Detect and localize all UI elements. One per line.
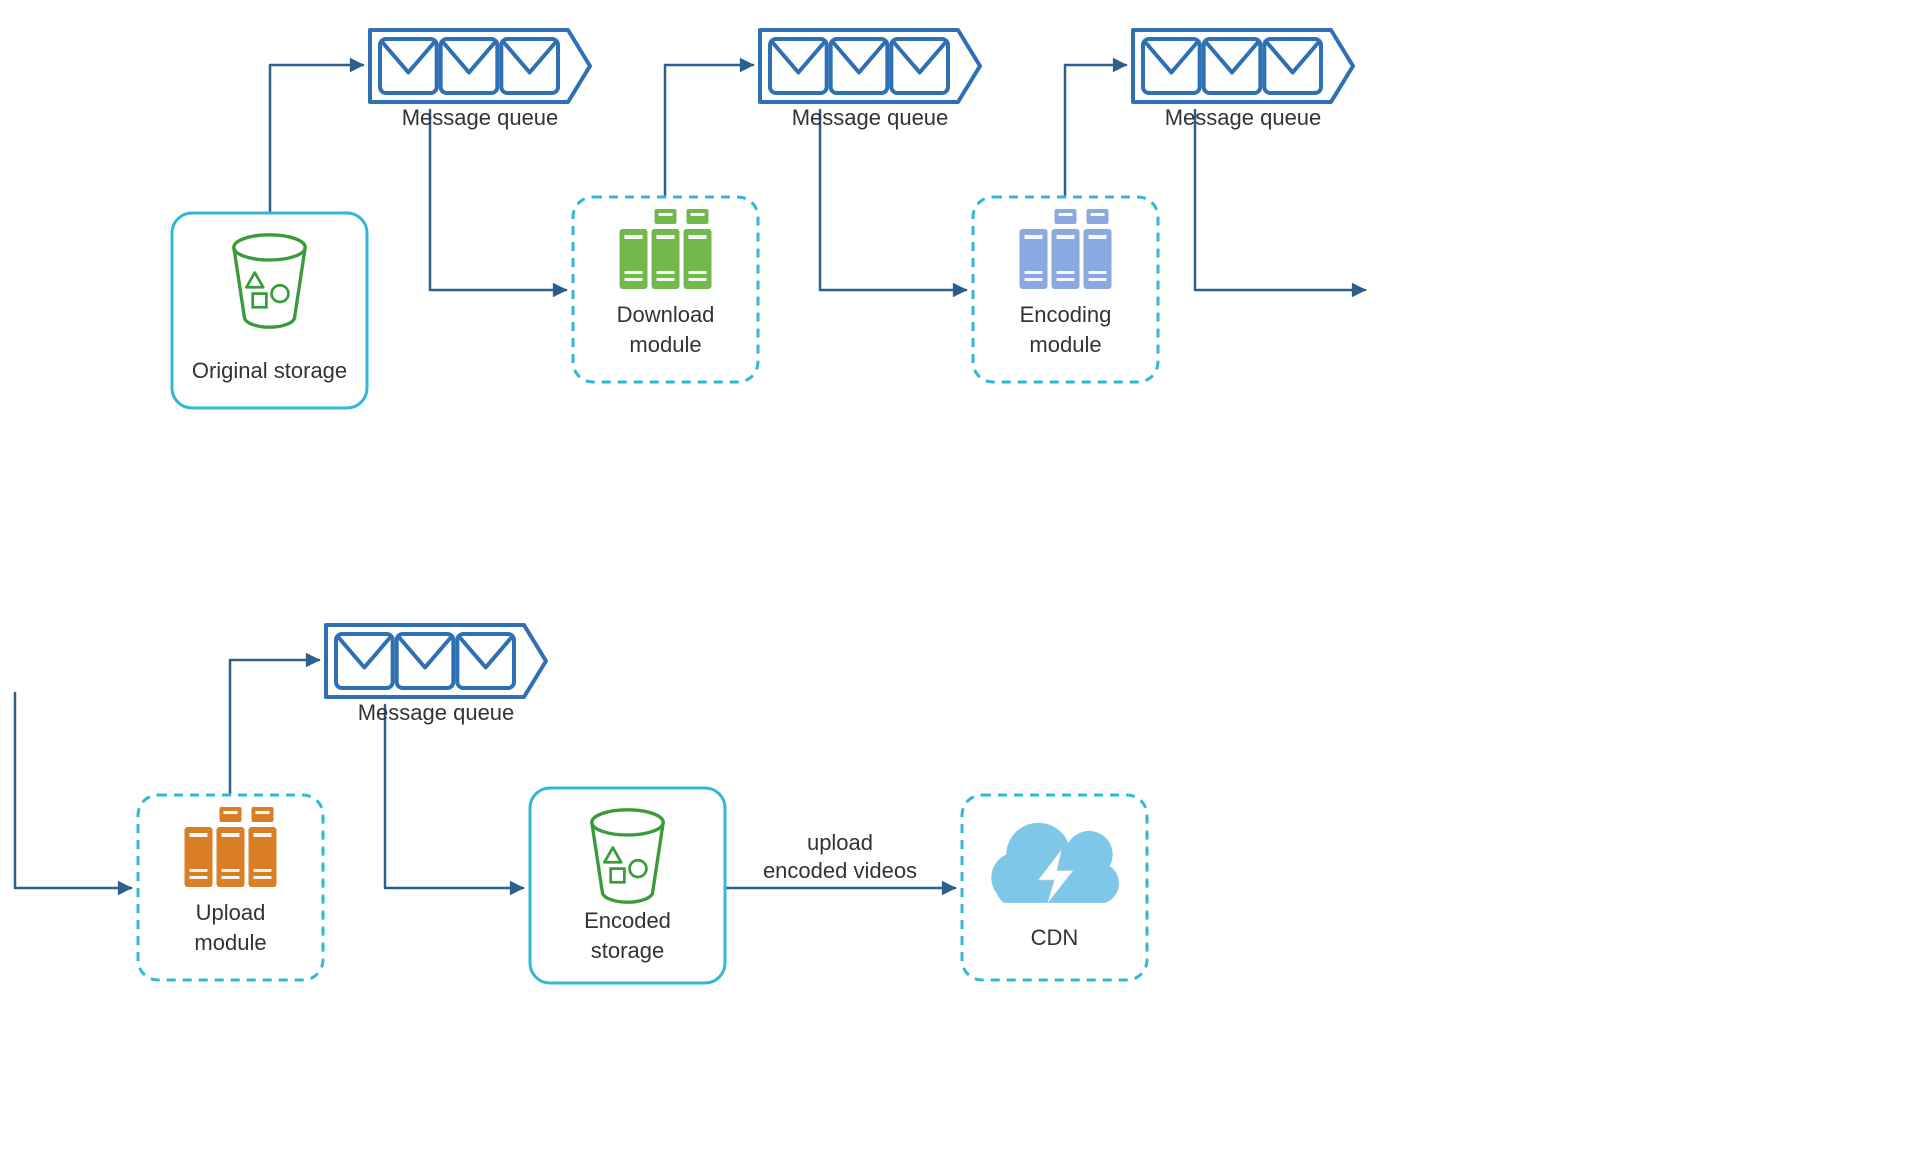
queue-label: Message queue [1165,105,1322,130]
node-label: Encoding [1020,302,1112,327]
diagram-root: upload encoded videos Message queue Message… [0,0,1929,1164]
edge-orig-to-q1 [270,65,363,213]
queue-label: Message queue [402,105,559,130]
edge-label: encoded videos [763,858,917,883]
node-upload: Upload module [138,795,323,980]
node-label: CDN [1031,925,1079,950]
edge-encoded-to-cdn: upload encoded videos [725,830,955,888]
queue-queue2: Message queue [760,30,980,130]
edge-q3-out-right [1195,110,1365,290]
node-download: Download module [573,197,758,382]
node-label: Original storage [192,358,347,383]
queue-label: Message queue [792,105,949,130]
edge-q2-to-encoding [820,110,966,290]
queue-label: Message queue [358,700,515,725]
node-encoding: Encoding module [973,197,1158,382]
node-label: module [1029,332,1101,357]
node-orig: Original storage [172,213,367,408]
node-label: module [194,930,266,955]
node-label: Download [617,302,715,327]
queue-queue1: Message queue [370,30,590,130]
edge-q4-to-encoded [385,705,523,888]
node-label: Encoded [584,908,671,933]
node-label: module [629,332,701,357]
node-cdn: CDN [962,795,1147,980]
edge-q1-to-download [430,110,566,290]
node-encoded: Encoded storage [530,788,725,983]
edge-label: upload [807,830,873,855]
queue-queue4: Message queue [326,625,546,725]
node-label: Upload [196,900,266,925]
edge-download-to-q2 [665,65,753,197]
queue-queue3: Message queue [1133,30,1353,130]
node-label: storage [591,938,664,963]
edge-in-to-upload [15,693,131,888]
edge-upload-to-q4 [230,660,319,795]
edge-encoding-to-q3 [1065,65,1126,197]
